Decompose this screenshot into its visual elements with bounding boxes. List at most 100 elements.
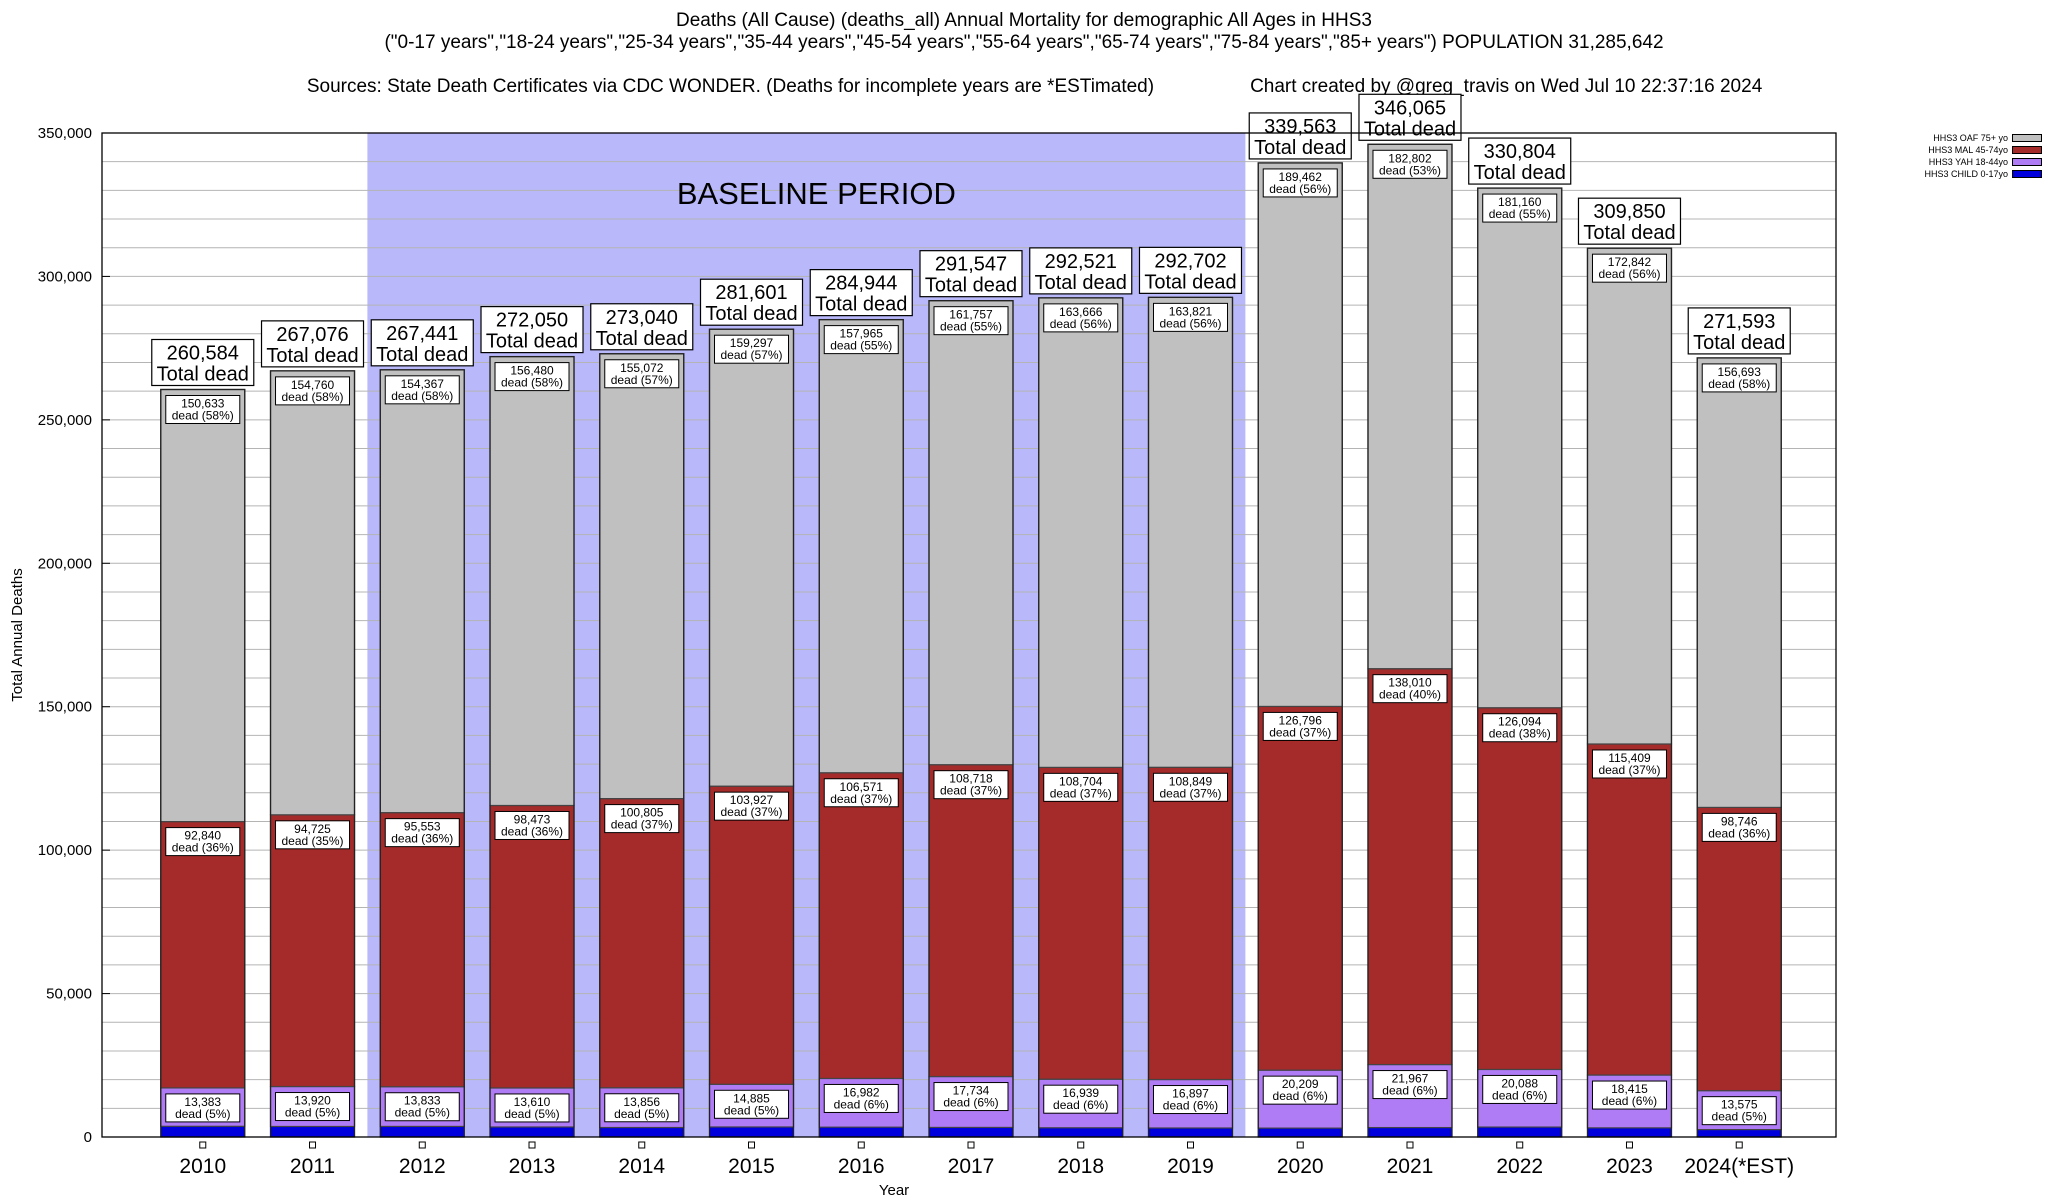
- total-label-box: [699, 278, 804, 326]
- bar-label-box: [1152, 1085, 1228, 1115]
- bar-segment: [1477, 1127, 1562, 1137]
- total-suffix-label: Total dead: [1254, 137, 1346, 159]
- total-value-label: 339,563: [1264, 116, 1336, 138]
- bar-segment: [928, 764, 1014, 1078]
- bar-segment: [160, 388, 246, 823]
- total-suffix-label: Total dead: [1144, 271, 1236, 293]
- bar-segment: [1147, 766, 1234, 1081]
- bar-pct-label: dead (6%): [943, 1096, 998, 1110]
- bar-segment: [929, 1127, 1013, 1137]
- bar-segment: [1257, 705, 1343, 1071]
- bar-segment: [1148, 1128, 1233, 1137]
- y-tick-label: 150,000: [38, 699, 92, 716]
- bar-pct-label: dead (57%): [611, 373, 673, 387]
- x-tick-mark: [199, 1141, 207, 1149]
- y-tick-label: 0: [84, 1129, 92, 1146]
- bar-label-box: [1591, 1080, 1667, 1110]
- bar-segment: [1477, 707, 1563, 1071]
- total-label-box: [1577, 197, 1682, 245]
- x-tick-label: 2023: [1606, 1155, 1653, 1178]
- bar-value-label: 163,821: [1169, 304, 1213, 318]
- total-suffix-label: Total dead: [705, 303, 797, 325]
- bar-value-label: 189,462: [1279, 170, 1323, 184]
- total-label-box: [1468, 137, 1572, 185]
- bar-value-label: 155,072: [620, 361, 664, 375]
- y-tick-label: 300,000: [38, 268, 92, 285]
- bar-segment: [709, 1126, 794, 1137]
- x-tick-mark: [638, 1141, 646, 1149]
- total-label-box: [260, 320, 365, 368]
- chart-subtitle-sources: Sources: State Death Certificates via CD…: [0, 54, 2048, 120]
- bar-value-label: 13,575: [1721, 1098, 1758, 1112]
- x-tick-mark: [309, 1141, 317, 1149]
- bar-value-label: 20,088: [1501, 1076, 1538, 1090]
- bar-pct-label: dead (56%): [1269, 182, 1331, 196]
- bar-label-box: [1262, 1075, 1338, 1105]
- bar-segment: [1696, 357, 1782, 809]
- bar-pct-label: dead (56%): [1159, 316, 1221, 330]
- bar-segment: [819, 1127, 904, 1137]
- bar-segment: [1038, 1127, 1123, 1137]
- bar-pct-label: dead (55%): [830, 339, 892, 353]
- x-tick-label: 2011: [290, 1155, 335, 1178]
- bar-pct-label: dead (6%): [1053, 1098, 1108, 1112]
- y-tick-label: 200,000: [38, 555, 92, 572]
- bar-value-label: 100,805: [620, 806, 664, 820]
- total-value-label: 267,441: [386, 323, 458, 345]
- bar-label-box: [933, 1082, 1009, 1112]
- bar-segment: [379, 812, 465, 1088]
- total-value-label: 284,944: [825, 273, 897, 295]
- sources-text: Sources: State Death Certificates via CD…: [306, 76, 1155, 97]
- y-tick-label: 100,000: [38, 842, 92, 859]
- bar-pct-label: dead (6%): [1273, 1089, 1328, 1103]
- plot-frame: [101, 132, 1837, 1138]
- total-label-box: [1687, 307, 1791, 355]
- x-tick-mark: [1406, 1141, 1414, 1149]
- x-tick-label: 2015: [728, 1155, 775, 1178]
- total-label-box: [1248, 112, 1352, 160]
- bar-pct-label: dead (58%): [1708, 377, 1770, 391]
- bar-value-label: 16,982: [843, 1085, 880, 1099]
- bar-pct-label: dead (58%): [172, 408, 234, 422]
- bar-value-label: 98,473: [514, 812, 551, 826]
- bar-label-box: [494, 362, 570, 392]
- bar-segment: [1586, 743, 1673, 1076]
- bar-segment: [269, 370, 356, 816]
- total-suffix-label: Total dead: [1035, 272, 1127, 294]
- bar-value-label: 157,965: [840, 327, 884, 341]
- bar-pct-label: dead (35%): [281, 834, 343, 848]
- x-tick-mark: [1516, 1141, 1524, 1149]
- bar-label-box: [933, 306, 1009, 336]
- bar-pct-label: dead (5%): [724, 1103, 779, 1117]
- bar-label-box: [275, 376, 351, 406]
- total-suffix-label: Total dead: [157, 363, 249, 385]
- total-label-box: [1138, 246, 1243, 294]
- bar-segment: [928, 300, 1014, 766]
- bar-segment: [489, 804, 575, 1089]
- total-label-box: [1029, 247, 1133, 295]
- bar-pct-label: dead (40%): [1379, 688, 1441, 702]
- x-tick-label: 2020: [1277, 1155, 1324, 1178]
- bar-pct-label: dead (37%): [720, 805, 782, 819]
- total-suffix-label: Total dead: [815, 294, 907, 316]
- x-tick-label: 2019: [1167, 1155, 1214, 1178]
- bar-value-label: 161,757: [949, 308, 993, 322]
- bar-label-box: [1701, 1096, 1777, 1126]
- bar-value-label: 156,480: [510, 364, 554, 378]
- bar-label-box: [714, 791, 790, 821]
- bar-pct-label: dead (37%): [1598, 763, 1660, 777]
- total-value-label: 292,521: [1045, 251, 1117, 273]
- x-tick-mark: [967, 1141, 975, 1149]
- bar-label-box: [1043, 1084, 1119, 1114]
- bar-value-label: 154,367: [401, 377, 445, 391]
- bar-segment: [708, 785, 795, 1085]
- bar-value-label: 156,693: [1718, 365, 1762, 379]
- total-value-label: 281,601: [715, 282, 787, 304]
- bar-value-label: 106,571: [840, 780, 884, 794]
- x-tick-label: 2018: [1057, 1155, 1104, 1178]
- total-label-box: [809, 269, 913, 317]
- bar-pct-label: dead (58%): [501, 376, 563, 390]
- bar-value-label: 138,010: [1388, 676, 1432, 690]
- bar-segment: [708, 328, 795, 787]
